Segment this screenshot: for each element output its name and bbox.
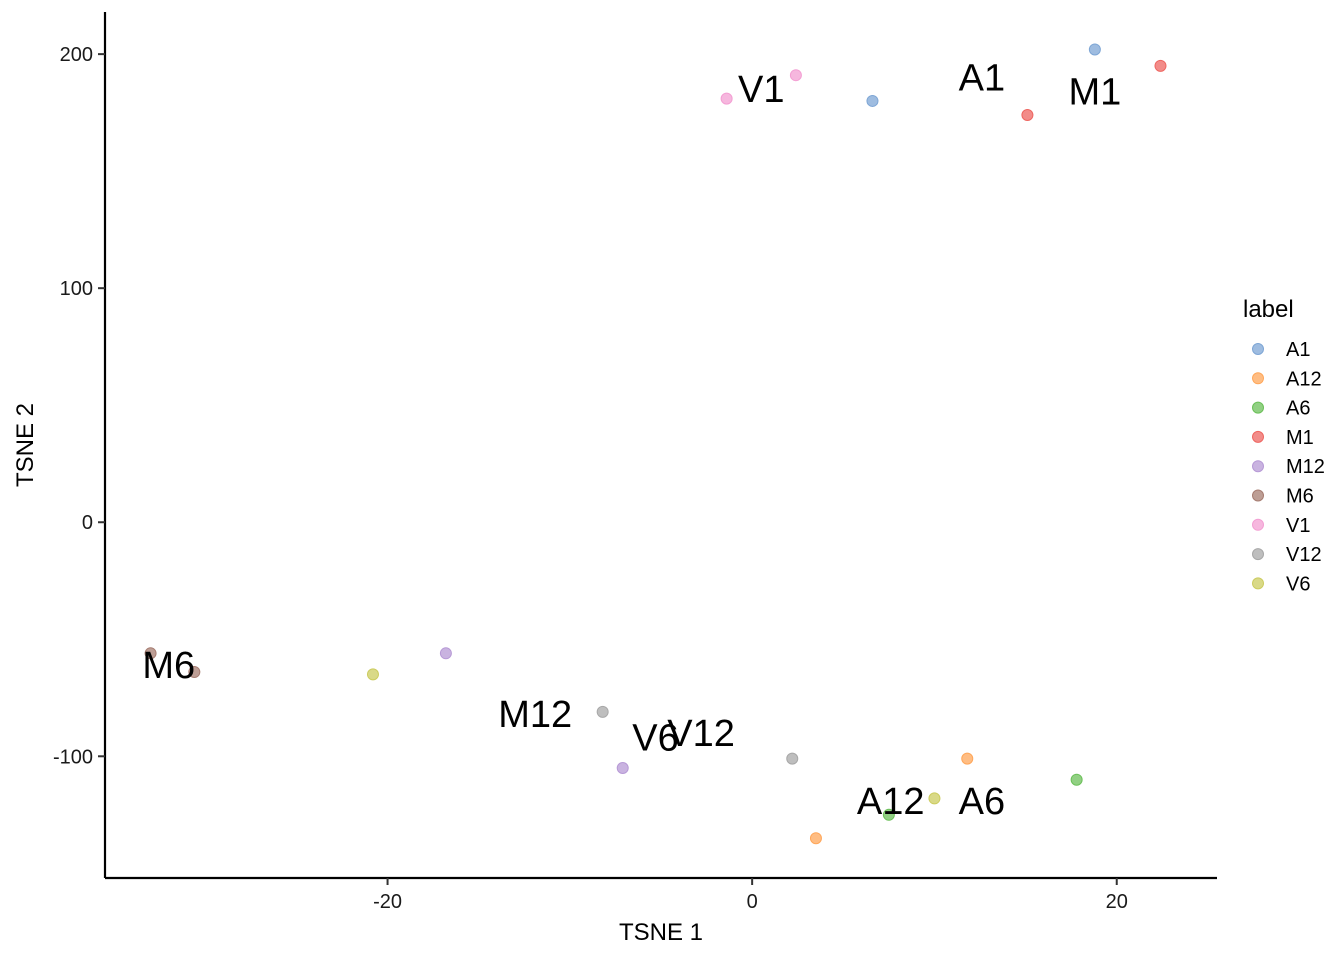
x-ticks: -20 0 20 <box>373 878 1128 913</box>
cluster-label-m6: M6 <box>142 645 195 687</box>
cluster-label-v6: V6 <box>632 718 678 760</box>
cluster-label-v1: V1 <box>738 69 784 111</box>
y-tick-label: -100 <box>53 746 93 768</box>
legend-label-v12: V12 <box>1286 544 1322 566</box>
y-axis-title: TSNE 2 <box>12 403 39 487</box>
legend-key-v12 <box>1252 548 1264 561</box>
cluster-label-a6: A6 <box>959 781 1005 823</box>
point-m1 <box>1154 59 1167 72</box>
axes-layer <box>103 12 1217 880</box>
y-tick-label: 200 <box>60 44 93 66</box>
cluster-label-m12: M12 <box>498 694 572 736</box>
point-a6 <box>1070 773 1083 786</box>
x-tick-label: 20 <box>1106 891 1128 913</box>
y-tick-label: 0 <box>82 512 93 534</box>
legend-label-m1: M1 <box>1286 427 1314 449</box>
cluster-label-a1: A1 <box>959 58 1005 100</box>
legend-key-a6 <box>1252 401 1264 414</box>
point-v12 <box>596 705 609 718</box>
points-layer <box>144 43 1167 845</box>
point-v6 <box>928 792 941 805</box>
y-ticks: -100 0 100 200 <box>53 44 105 768</box>
point-m6 <box>144 647 157 660</box>
point-v12 <box>786 752 799 765</box>
cluster-label-a12: A12 <box>857 781 925 823</box>
legend: label A1 A12 A6 M1 M12 M6 V1 V12 V6 <box>1243 296 1325 595</box>
legend-label-m6: M6 <box>1286 486 1314 508</box>
point-v1 <box>789 69 802 82</box>
legend-key-v1 <box>1252 518 1264 531</box>
legend-label-a6: A6 <box>1286 398 1310 420</box>
legend-label-v1: V1 <box>1286 515 1310 537</box>
y-tick-label: 100 <box>60 278 93 300</box>
cluster-label-v12: V12 <box>667 713 735 755</box>
legend-label-a12: A12 <box>1286 368 1322 390</box>
legend-key-v6 <box>1252 577 1264 590</box>
point-m12 <box>439 647 452 660</box>
legend-key-m1 <box>1252 430 1264 443</box>
point-a1 <box>866 94 879 107</box>
legend-key-a1 <box>1252 343 1264 355</box>
point-a1 <box>1088 43 1101 56</box>
x-tick-label: 0 <box>747 891 758 913</box>
legend-title: label <box>1243 296 1294 323</box>
x-axis-title: TSNE 1 <box>619 919 703 946</box>
legend-key-a12 <box>1252 372 1264 385</box>
point-v1 <box>720 92 733 105</box>
point-v6 <box>366 668 379 681</box>
legend-key-m12 <box>1252 460 1264 473</box>
point-a12 <box>809 832 822 845</box>
point-a6 <box>882 808 895 821</box>
legend-label-v6: V6 <box>1286 573 1310 595</box>
x-tick-label: -20 <box>373 891 402 913</box>
cluster-label-m1: M1 <box>1068 72 1121 114</box>
point-m6 <box>188 666 201 679</box>
legend-label-m12: M12 <box>1286 456 1325 478</box>
point-m12 <box>616 761 629 774</box>
point-m1 <box>1021 108 1034 121</box>
point-a12 <box>961 752 974 765</box>
legend-label-a1: A1 <box>1286 339 1310 361</box>
legend-key-m6 <box>1252 489 1264 502</box>
